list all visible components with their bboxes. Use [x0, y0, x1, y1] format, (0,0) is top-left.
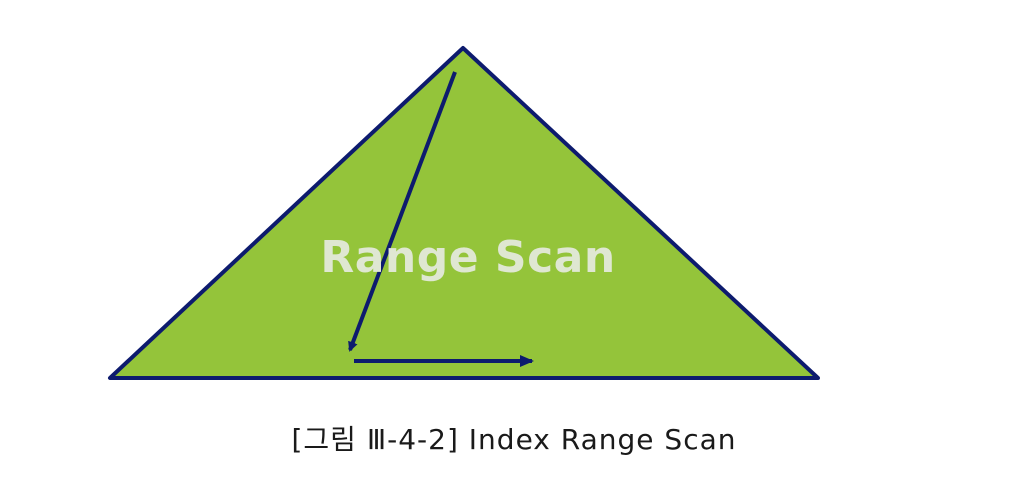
index-tree-triangle: [110, 48, 818, 378]
figure-caption: [그림 Ⅲ-4-2] Index Range Scan: [0, 418, 1028, 458]
range-scan-label: Range Scan: [320, 232, 615, 283]
